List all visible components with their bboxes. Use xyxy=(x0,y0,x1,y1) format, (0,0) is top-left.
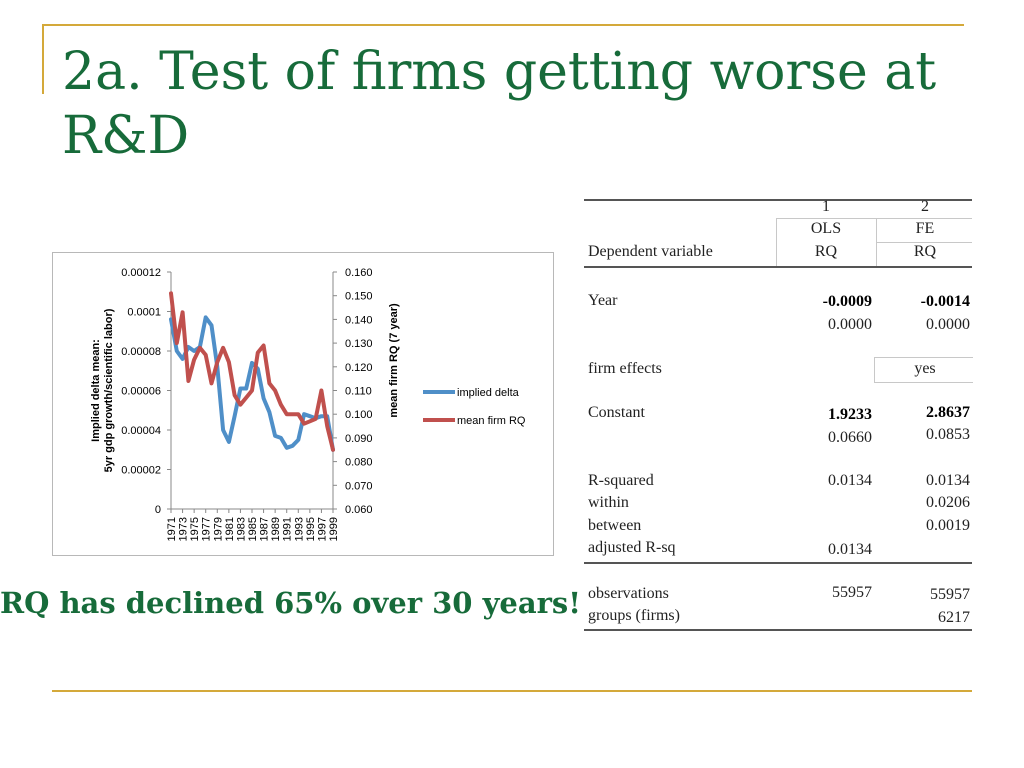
table-bottom-rule xyxy=(584,629,972,631)
constant-coef-1: 1.9233 xyxy=(828,406,872,423)
dependent-var-2: RQ xyxy=(913,243,937,260)
x-tick-label: 1975 xyxy=(189,517,201,541)
left-tick-label: 0.00002 xyxy=(121,465,161,477)
within-label: within xyxy=(588,494,629,511)
table-header-rule xyxy=(876,242,972,243)
right-tick-label: 0.080 xyxy=(345,457,373,469)
chart-panel: 0 0.00002 0.00004 0.00006 0.00008 0.0001 0.000… xyxy=(52,252,554,556)
x-tick-label: 1997 xyxy=(316,517,328,541)
adjusted-r-sq-label: adjusted R-sq xyxy=(588,539,676,556)
x-tick-label: 1987 xyxy=(259,517,271,541)
right-axis-title: mean firm RQ (7 year) xyxy=(388,303,400,418)
left-axis-title-line-1: Implied delta mean: xyxy=(90,339,102,442)
slide-title: 2a. Test of firms getting worse at R&D xyxy=(62,42,937,166)
firm-effects-cell xyxy=(874,357,973,383)
right-tick-label: 0.110 xyxy=(345,386,372,398)
constant-se-1: 0.0660 xyxy=(828,429,872,446)
series-line-mean-firm-rq xyxy=(169,291,335,452)
constant-label: Constant xyxy=(588,404,645,421)
top-rule xyxy=(44,24,964,26)
r-squared-1: 0.0134 xyxy=(828,472,872,489)
within-value: 0.0206 xyxy=(926,494,970,511)
stats-rule xyxy=(584,562,972,564)
left-tick-label: 0 xyxy=(155,504,161,516)
right-tick-label: 0.100 xyxy=(345,409,373,421)
dependent-var-1: RQ xyxy=(814,243,838,260)
left-tick-label: 0.0001 xyxy=(127,307,161,319)
observations-label: observations xyxy=(588,585,669,602)
left-axis-title-line-2: 5yr gdp growth/scientific labor) xyxy=(103,308,115,472)
r-squared-2: 0.0134 xyxy=(926,472,970,489)
dual-axis-line-chart: 0 0.00002 0.00004 0.00006 0.00008 0.0001 0.000… xyxy=(90,267,526,541)
right-tick-label: 0.160 xyxy=(345,267,373,279)
col-number-2: 2 xyxy=(921,198,929,215)
col-method-1: OLS xyxy=(810,220,842,237)
left-tick-label: 0.00012 xyxy=(121,267,161,279)
right-tick-label: 0.150 xyxy=(345,291,373,303)
firm-effects-label: firm effects xyxy=(588,360,662,377)
regression-table: 1 2 OLS FE Dependent variable RQ RQ Year… xyxy=(584,196,974,632)
left-tick-label: 0.00008 xyxy=(121,346,161,358)
observations-2: 55957 xyxy=(930,586,970,603)
groups-value: 6217 xyxy=(938,609,970,626)
table-header-rule xyxy=(776,218,972,219)
table-divider xyxy=(776,218,777,266)
observations-1: 55957 xyxy=(832,584,872,601)
right-tick-label: 0.070 xyxy=(345,480,373,492)
year-se-2: 0.0000 xyxy=(926,316,970,333)
header-bottom-rule xyxy=(584,266,972,268)
x-tick-label: 1981 xyxy=(224,517,236,541)
firm-effects-2: yes xyxy=(914,360,936,377)
x-tick-label: 1999 xyxy=(328,517,340,541)
x-tick-label: 1977 xyxy=(201,517,213,541)
x-tick-label: 1983 xyxy=(235,517,247,541)
r-squared-label: R-squared xyxy=(588,472,654,489)
left-tick-label: 0.00004 xyxy=(121,425,161,437)
legend-label: implied delta xyxy=(457,387,520,399)
callout-text: RQ has declined 65% over 30 years! xyxy=(0,586,581,620)
between-label: between xyxy=(588,517,642,534)
constant-se-2: 0.0853 xyxy=(926,426,970,443)
legend-label: mean firm RQ xyxy=(457,415,526,427)
left-rule xyxy=(42,24,44,94)
col-number-1: 1 xyxy=(822,198,830,215)
year-label: Year xyxy=(588,292,618,309)
groups-label: groups (firms) xyxy=(588,607,680,624)
adjusted-r-sq-value: 0.0134 xyxy=(828,541,872,558)
x-tick-label: 1971 xyxy=(166,517,178,541)
left-tick-label: 0.00006 xyxy=(121,386,161,398)
x-tick-label: 1985 xyxy=(247,517,259,541)
right-tick-label: 0.090 xyxy=(345,433,373,445)
x-tick-label: 1989 xyxy=(270,517,282,541)
x-tick-label: 1973 xyxy=(178,517,190,541)
table-top-rule xyxy=(584,199,972,201)
right-tick-label: 0.130 xyxy=(345,338,373,350)
constant-coef-2: 2.8637 xyxy=(926,404,970,421)
right-tick-label: 0.120 xyxy=(345,362,373,374)
year-coef-1: -0.0009 xyxy=(822,293,872,310)
between-value: 0.0019 xyxy=(926,517,970,534)
col-method-2: FE xyxy=(915,220,935,237)
x-tick-label: 1993 xyxy=(293,517,305,541)
year-se-1: 0.0000 xyxy=(828,316,872,333)
x-tick-label: 1991 xyxy=(282,517,294,541)
year-coef-2: -0.0014 xyxy=(920,293,970,310)
right-tick-label: 0.060 xyxy=(345,504,373,516)
x-tick-label: 1979 xyxy=(212,517,224,541)
x-tick-label: 1995 xyxy=(305,517,317,541)
right-tick-label: 0.140 xyxy=(345,314,373,326)
bottom-rule xyxy=(52,690,972,692)
dependent-variable-label: Dependent variable xyxy=(588,243,713,260)
